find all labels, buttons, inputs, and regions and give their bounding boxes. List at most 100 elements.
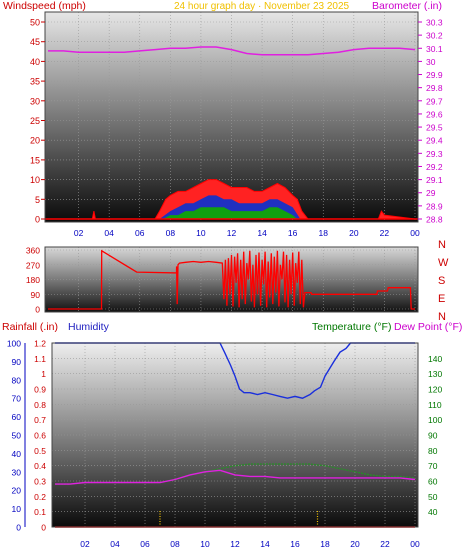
wind-panel-frame <box>44 11 419 223</box>
barometer-right-tick-label: 29.6 <box>426 109 443 119</box>
rain-panel-frame <box>51 342 419 528</box>
humidity-left-tick-label: 20 <box>12 486 22 496</box>
temperature-tick-label: 110 <box>428 400 442 410</box>
barometer-right-tick-label: 29.4 <box>426 136 443 146</box>
rainfall-tick-label: 0.6 <box>34 431 46 441</box>
barometer-right-tick-label: 29.1 <box>426 175 443 185</box>
wind-left-tick-label: 10 <box>30 175 40 185</box>
temperature-tick-label: 40 <box>428 507 438 517</box>
compass-label: S <box>438 275 445 287</box>
humidity-left-tick-label: 50 <box>12 431 22 441</box>
wind-left-tick-label: 20 <box>30 136 40 146</box>
wind-left-tick-label: 15 <box>30 155 40 165</box>
humidity-left-ticks: 0 10 20 30 40 50 60 70 80 90 100 <box>7 339 26 533</box>
rain-panel-grid <box>52 342 418 528</box>
wind-mid-area <box>48 195 415 219</box>
barometer-right-tick-label: 30 <box>426 57 436 67</box>
barometer-right-tick-label: 29.9 <box>426 70 443 80</box>
rainfall-tick-label: 0.9 <box>34 385 46 395</box>
rainfall-ticks: 0 0.1 0.2 0.3 0.4 0.5 0.6 0.7 0.8 0.9 1 1.1 1.2 <box>34 339 46 533</box>
barometer-right-tick-label: 29.7 <box>426 96 443 106</box>
direction-left-tick-label: 360 <box>26 246 40 256</box>
temperature-tick-label: 100 <box>428 415 442 425</box>
humidity-left-tick-label: 40 <box>12 449 22 459</box>
direction-left-tick-label: 90 <box>31 290 41 300</box>
wind-x-tick-label: 10 <box>196 228 206 238</box>
rain-x-tick-label: 18 <box>320 539 330 549</box>
direction-panel-marks <box>48 249 415 310</box>
wind-x-tick-label: 12 <box>227 228 237 238</box>
wind-x-tick-label: 14 <box>257 228 267 238</box>
humidity-left-tick-label: 0 <box>16 523 21 533</box>
humidity-left-tick-label: 80 <box>12 375 22 385</box>
wind-left-tick-label: 30 <box>30 96 40 106</box>
rainfall-tick-label: 0.1 <box>34 507 46 517</box>
temperature-tick-label: 140 <box>428 354 442 364</box>
rain-x-tick-label: 10 <box>200 539 210 549</box>
humidity-left-tick-label: 70 <box>12 394 22 404</box>
wind-left-tick-label: 0 <box>35 215 40 225</box>
barometer-right-tick-label: 29.8 <box>426 83 443 93</box>
wind-left-tick-label: 45 <box>30 37 40 47</box>
wind-x-tick-label: 18 <box>319 228 329 238</box>
wind-x-ticks: 02 04 06 08 10 12 14 16 18 20 22 00 <box>74 228 420 238</box>
wind-left-tick-label: 35 <box>30 77 40 87</box>
wind-left-tick-label: 40 <box>30 57 40 67</box>
direction-panel-frame <box>44 246 419 313</box>
temperature-tick-label: 60 <box>428 477 438 487</box>
rainfall-tick-label: 0.3 <box>34 477 46 487</box>
rain-x-tick-label: 22 <box>380 539 390 549</box>
direction-left-tick-label: 270 <box>26 260 40 270</box>
compass-label: E <box>438 293 445 305</box>
rainfall-tick-label: 0.2 <box>34 492 46 502</box>
rainfall-tick-label: 1.2 <box>34 339 46 349</box>
direction-left-ticks: 0 90 180 270 360 <box>26 246 40 315</box>
humidity-left-tick-label: 30 <box>12 467 22 477</box>
barometer-right-tick-label: 30.1 <box>426 44 443 54</box>
wind-left-ticks: 0 5 10 15 20 25 30 35 40 45 50 <box>30 18 45 225</box>
wind-x-tick-label: 22 <box>380 228 390 238</box>
barometer-right-tick-label: 29 <box>426 188 436 198</box>
rainfall-tick-label: 0.8 <box>34 400 46 410</box>
barometer-right-tick-label: 30.3 <box>426 18 443 28</box>
wind-direction-line <box>48 249 415 310</box>
rainfall-axis-title: Rainfall (.in) <box>2 321 58 333</box>
wind-panel-grid <box>45 12 418 222</box>
rainfall-tick-label: 0.7 <box>34 415 46 425</box>
rainfall-tick-label: 0.4 <box>34 461 46 471</box>
humidity-axis-title: Humidity <box>68 321 110 333</box>
barometer-right-tick-label: 30.2 <box>426 31 443 41</box>
rain-x-tick-label: 08 <box>170 539 180 549</box>
compass-label: N <box>438 239 446 251</box>
temperature-tick-label: 120 <box>428 385 442 395</box>
temperature-right-ticks: 40 50 60 70 80 90 100 110 120 130 140 <box>428 354 442 517</box>
windspeed-axis-title: Windspeed (mph) <box>3 0 86 12</box>
humidity-left-tick-label: 60 <box>12 412 22 422</box>
barometer-right-tick-label: 29.5 <box>426 123 443 133</box>
chart-center-title: 24 hour graph day · November 23 2025 <box>174 1 350 12</box>
temperature-tick-label: 90 <box>428 431 438 441</box>
wind-left-tick-label: 50 <box>30 18 40 28</box>
rain-x-tick-label: 16 <box>290 539 300 549</box>
humidity-left-tick-label: 100 <box>7 339 21 349</box>
barometer-right-tick-label: 28.9 <box>426 201 443 211</box>
wind-low-area <box>48 207 415 219</box>
rain-x-tick-label: 14 <box>260 539 270 549</box>
wind-x-tick-label: 08 <box>166 228 176 238</box>
wind-x-tick-label: 00 <box>410 228 420 238</box>
wind-x-tick-label: 04 <box>104 228 114 238</box>
rainfall-tick-label: 1.1 <box>34 354 46 364</box>
wind-x-tick-label: 06 <box>135 228 145 238</box>
rain-x-tick-label: 02 <box>80 539 90 549</box>
wind-panel-marks <box>45 46 418 220</box>
barometer-right-tick-label: 29.3 <box>426 149 443 159</box>
temperature-axis-title: Temperature (°F) <box>312 321 391 333</box>
rain-x-tick-label: 12 <box>230 539 240 549</box>
barometer-right-ticks: 28.8 28.9 29 29.1 29.2 29.3 29.4 29.5 29.6 29.7 29… <box>418 18 443 225</box>
rain-x-tick-label: 06 <box>140 539 150 549</box>
rainfall-tick-label: 0 <box>41 523 46 533</box>
rainfall-tick-label: 1 <box>41 369 46 379</box>
